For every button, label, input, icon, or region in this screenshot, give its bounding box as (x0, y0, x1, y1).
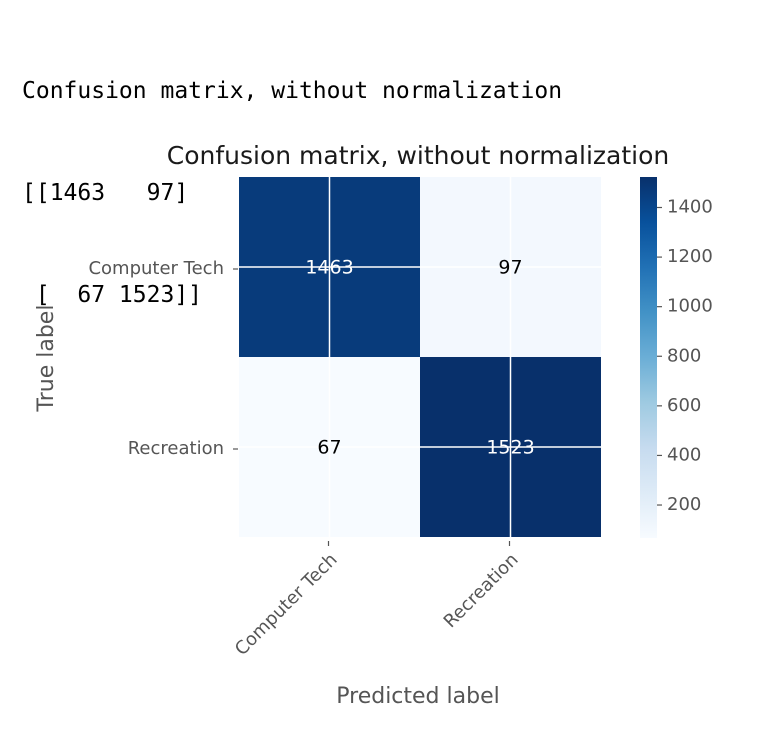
console-header: Confusion matrix, without normalization (22, 78, 563, 104)
x-axis-label: Predicted label (336, 684, 499, 709)
colorbar-tick-label: 600 (667, 395, 701, 416)
y-axis-ticks: Computer Tech Recreation (88, 258, 238, 459)
y-tick-label: Computer Tech (88, 258, 224, 279)
x-tick-label: Computer Tech (231, 549, 342, 660)
cell-value-label: 97 (498, 257, 522, 279)
y-tick-label: Recreation (128, 438, 224, 459)
console-matrix-row-1: [[1463 97] (22, 180, 189, 206)
colorbar-tick-label: 200 (667, 494, 701, 515)
heatmap-cells (239, 177, 601, 537)
colorbar-ticks: 200 400 600 800 1000 1200 1400 (657, 196, 713, 515)
cell-value-label: 1523 (486, 437, 534, 459)
colorbar-tick-label: 800 (667, 345, 701, 366)
cell-value-label: 1463 (305, 257, 353, 279)
colorbar-tick-label: 400 (667, 444, 701, 465)
y-axis-label: True label (34, 305, 59, 413)
x-tick-label: Recreation (440, 549, 523, 632)
console-output: Confusion matrix, without normalization … (22, 6, 562, 346)
cell-value-label: 67 (317, 437, 341, 459)
heatmap-grid (239, 177, 601, 537)
colorbar-tick-label: 1200 (667, 246, 713, 267)
console-matrix-row-2: [ 67 1523]] (22, 282, 203, 308)
colorbar (640, 177, 657, 538)
x-axis-ticks: Computer Tech Recreation (231, 541, 523, 660)
heatmap-cell-labels: 1463 97 67 1523 (305, 257, 534, 459)
colorbar-tick-label: 1400 (667, 196, 713, 217)
colorbar-tick-label: 1000 (667, 296, 713, 317)
chart-title: Confusion matrix, without normalization (167, 141, 670, 170)
